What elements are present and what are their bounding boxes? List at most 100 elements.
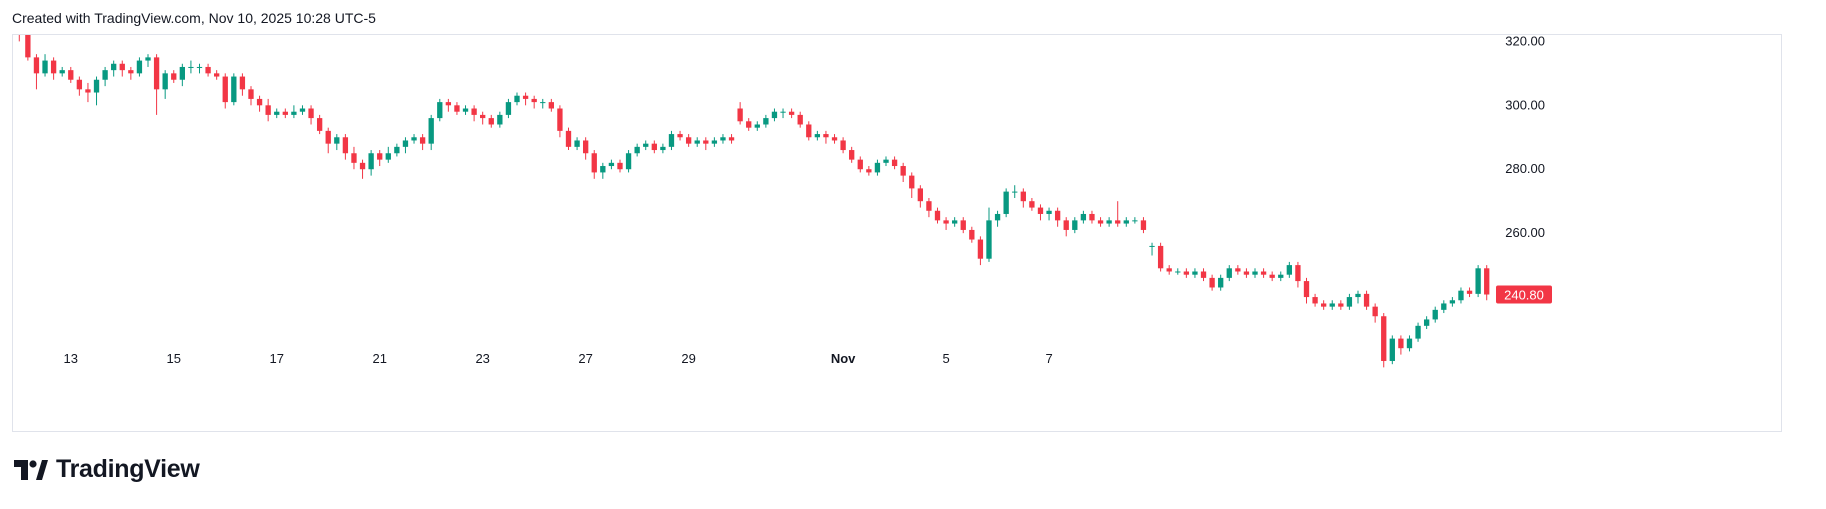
candle-body [68, 70, 74, 80]
candle-body [136, 60, 143, 74]
candle-body [1003, 191, 1009, 214]
candle-body [1140, 220, 1147, 230]
candle-body [282, 111, 288, 115]
candle-body [1278, 274, 1284, 278]
candle-body [153, 57, 160, 90]
candle-body [763, 118, 769, 125]
candle-body [428, 118, 434, 144]
candle-body [977, 239, 984, 259]
candle-body [1398, 338, 1404, 349]
candle-body [394, 146, 400, 154]
candle-body [385, 153, 391, 160]
candle-body [1295, 265, 1301, 282]
candle-body [145, 57, 151, 61]
x-tick-label: 13 [64, 351, 78, 366]
candle-body [248, 89, 254, 99]
candle-body [660, 146, 666, 151]
tradingview-logo[interactable]: TradingView [14, 455, 200, 484]
candle-body [617, 162, 623, 170]
candle-body [814, 134, 821, 138]
candle-body [934, 210, 941, 221]
candle-body [728, 137, 735, 141]
x-tick-label: 15 [167, 351, 181, 366]
candle-body [1089, 213, 1095, 221]
candle-body [402, 140, 409, 147]
created-with-caption: Created with TradingView.com, Nov 10, 20… [12, 10, 376, 26]
candle-body [1423, 319, 1430, 326]
candle-body [1132, 220, 1138, 222]
candle-body [505, 102, 512, 115]
y-tick-label: 300.00 [1505, 97, 1545, 112]
candle-body [377, 153, 383, 160]
candle-body [1097, 220, 1104, 224]
candle-body [591, 153, 597, 173]
candle-body [497, 114, 503, 125]
candle-body [643, 143, 649, 147]
candlestick-chart[interactable]: 320.00 300.00 280.00 260.00 13 15 17 21 23 27 29 No… [13, 35, 1783, 433]
candle-body [480, 114, 486, 119]
candle-body [274, 111, 280, 115]
candle-body [780, 111, 786, 113]
candle-body [685, 137, 692, 144]
candle-body [1432, 309, 1438, 320]
candle-body [222, 76, 228, 103]
candle-body [1115, 220, 1121, 224]
candle-body [308, 108, 314, 119]
candle-body [986, 220, 992, 259]
candle-body [316, 118, 323, 131]
candle-body [471, 108, 477, 115]
candle-body [969, 229, 975, 240]
candle-body [823, 134, 829, 138]
candle-body [1200, 271, 1207, 278]
candle-body [256, 98, 263, 106]
candle-body [351, 153, 357, 163]
candle-body [917, 188, 923, 202]
y-tick-label: 280.00 [1505, 161, 1545, 176]
candle-body [488, 118, 494, 125]
candle-body [1415, 325, 1421, 339]
candle-body [1252, 271, 1258, 275]
last-price-badge [1496, 285, 1552, 304]
candle-body [540, 102, 546, 104]
candle-body [849, 150, 855, 160]
candle-body [50, 60, 57, 74]
candle-body [334, 137, 340, 144]
x-tick-label: 27 [578, 351, 592, 366]
candle-body [1372, 306, 1378, 317]
candle-body [1192, 271, 1198, 275]
candle-body [1338, 303, 1344, 307]
candle-body [1166, 268, 1172, 272]
candle-body [943, 220, 949, 224]
candle-body [926, 201, 932, 211]
candle-body [1363, 293, 1370, 307]
candle-body [1157, 245, 1164, 269]
candle-body [1012, 191, 1018, 193]
candle-body [1046, 210, 1052, 214]
candle-body [42, 60, 48, 74]
candle-body [746, 121, 752, 128]
candle-body [368, 153, 374, 170]
candle-body [797, 114, 803, 125]
candle-body [1037, 207, 1044, 214]
candle-body [76, 79, 83, 90]
candle-body [188, 66, 194, 68]
candle-body [857, 159, 863, 170]
candle-body [1106, 220, 1112, 224]
candle-body [239, 76, 246, 90]
candle-body [720, 137, 726, 141]
chart-panel[interactable]: 320.00 300.00 280.00 260.00 13 15 17 21 23 27 29 No… [12, 34, 1782, 432]
candle-body [711, 140, 718, 144]
candle-body [583, 140, 589, 154]
candle-body [111, 63, 117, 71]
candle-body [291, 111, 297, 115]
candle-body [514, 95, 520, 103]
candle-body [840, 140, 846, 151]
candle-body [1389, 338, 1395, 361]
candle-body [677, 134, 683, 138]
candle-body [454, 105, 460, 112]
candle-body [1209, 277, 1215, 288]
candle-body [1286, 265, 1292, 275]
x-tick-label: 5 [942, 351, 949, 366]
x-tick-label: 29 [681, 351, 695, 366]
candle-body [196, 66, 203, 68]
